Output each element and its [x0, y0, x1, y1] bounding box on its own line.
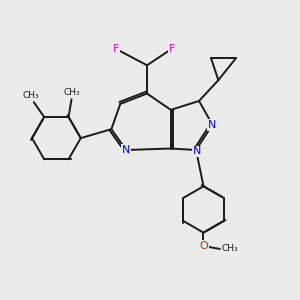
Text: O: O — [199, 241, 208, 251]
Text: N: N — [122, 145, 130, 155]
Text: CH₃: CH₃ — [22, 91, 39, 100]
Text: N: N — [193, 146, 201, 157]
Text: F: F — [112, 44, 119, 54]
Text: CH₃: CH₃ — [222, 244, 238, 253]
Text: N: N — [208, 120, 217, 130]
Text: F: F — [169, 44, 176, 54]
Text: CH₃: CH₃ — [63, 88, 80, 97]
